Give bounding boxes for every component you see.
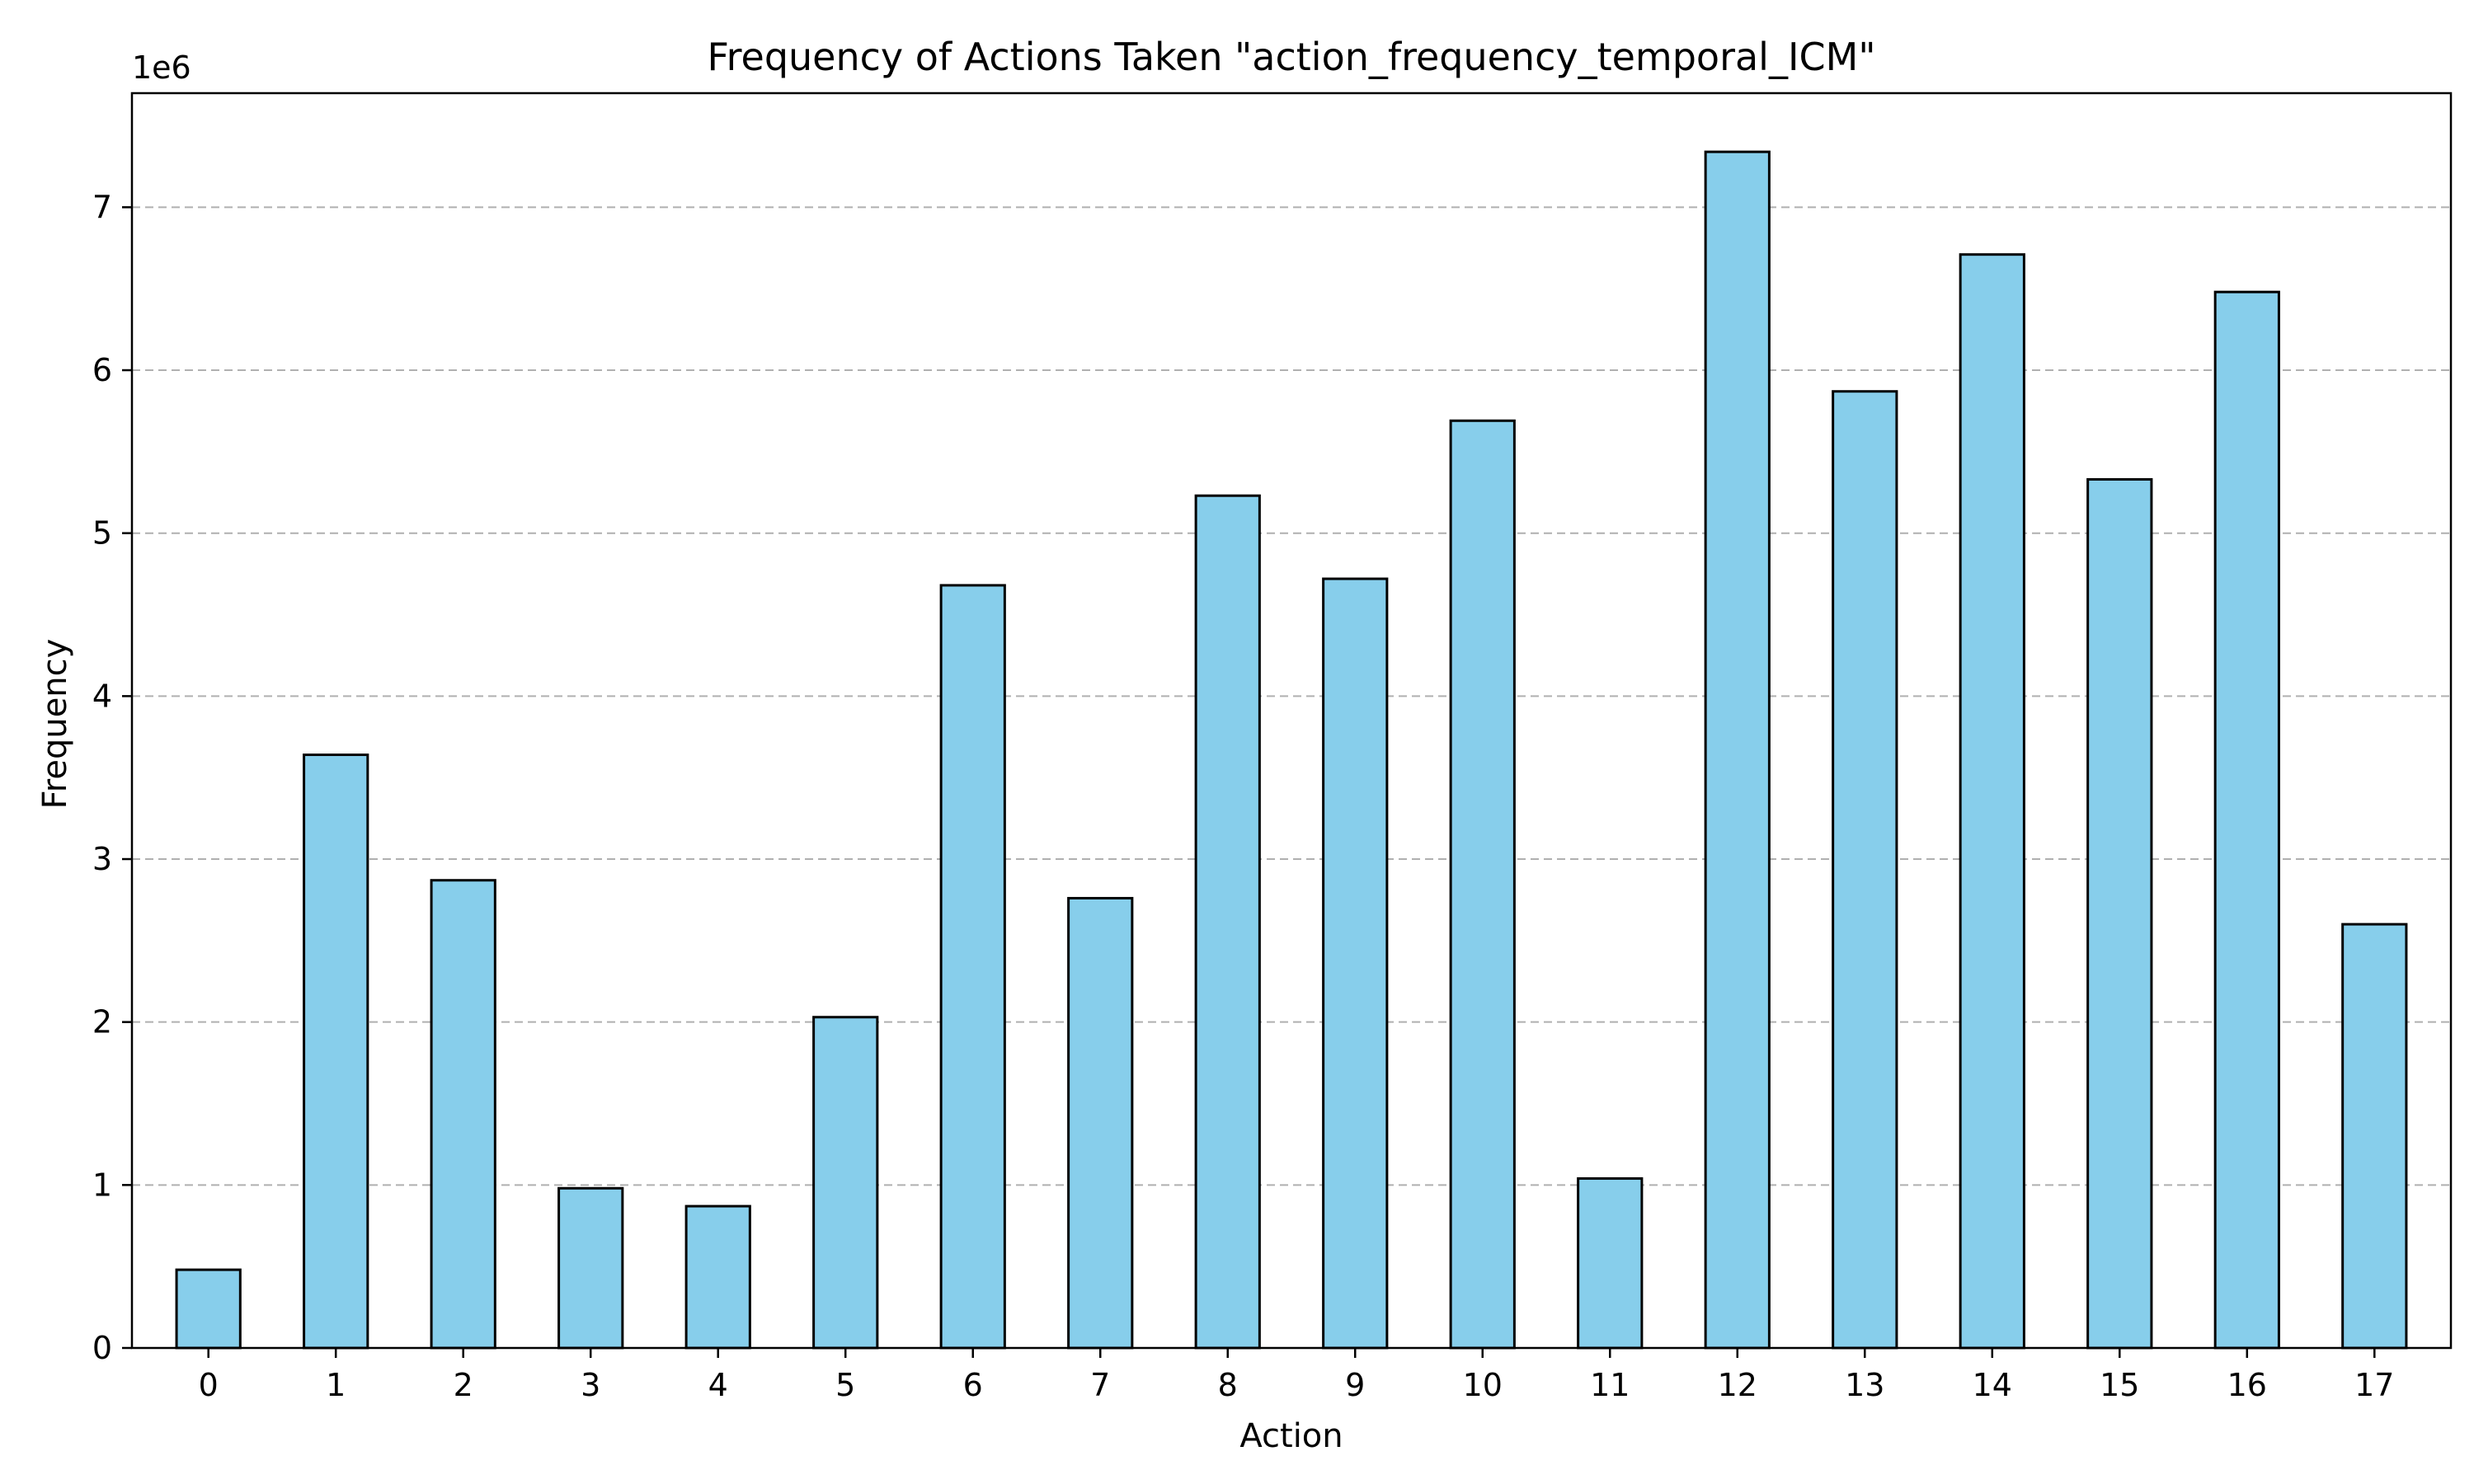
- y-axis-label: Frequency: [36, 639, 74, 810]
- bar-16: [2213, 290, 2280, 1350]
- y-tick-label: 6: [92, 352, 112, 388]
- bar-3: [557, 1186, 624, 1350]
- bar-4: [684, 1205, 751, 1350]
- y-axis-offset-label: 1e6: [132, 49, 191, 86]
- y-tick-label: 1: [92, 1167, 112, 1203]
- bar-13: [1832, 390, 1898, 1350]
- x-tick-label: 4: [708, 1367, 728, 1403]
- bar-11: [1577, 1176, 1644, 1350]
- bar-2: [430, 879, 496, 1350]
- bar-0: [175, 1268, 242, 1350]
- x-tick-label: 3: [581, 1367, 600, 1403]
- bar-1: [303, 754, 369, 1350]
- y-tick-label: 7: [92, 189, 112, 225]
- x-tick-label: 15: [2100, 1367, 2139, 1403]
- grid-lines: [132, 206, 2451, 1349]
- bars: [175, 150, 2408, 1350]
- x-tick-label: 2: [454, 1367, 473, 1403]
- y-tick-label: 3: [92, 841, 112, 877]
- bar-6: [939, 584, 1006, 1350]
- bar-9: [1322, 577, 1389, 1350]
- plot-frame: [130, 92, 2453, 1350]
- bar-7: [1067, 896, 1134, 1350]
- x-tick-label: 12: [1718, 1367, 1757, 1403]
- bar-15: [2086, 477, 2153, 1350]
- x-tick-label: 6: [963, 1367, 983, 1403]
- bar-14: [1959, 253, 2025, 1350]
- x-tick-label: 11: [1590, 1367, 1630, 1403]
- x-tick-label: 0: [199, 1367, 219, 1403]
- y-tick-label: 2: [92, 1004, 112, 1040]
- bar-12: [1704, 150, 1771, 1350]
- y-tick-label: 0: [92, 1330, 112, 1366]
- bar-17: [2341, 923, 2408, 1350]
- x-tick-label: 1: [326, 1367, 346, 1403]
- x-tick-label: 13: [1845, 1367, 1884, 1403]
- x-axis-label: Action: [1239, 1417, 1343, 1455]
- x-tick-label: 5: [835, 1367, 855, 1403]
- bar-10: [1449, 419, 1516, 1350]
- x-tick-label: 8: [1218, 1367, 1238, 1403]
- x-tick-label: 14: [1973, 1367, 2012, 1403]
- x-tick-label: 9: [1345, 1367, 1365, 1403]
- y-tick-label: 5: [92, 515, 112, 552]
- bar-5: [812, 1016, 879, 1350]
- x-tick-label: 10: [1463, 1367, 1503, 1403]
- x-tick-label: 17: [2354, 1367, 2394, 1403]
- chart-title: Frequency of Actions Taken "action_frequ…: [708, 35, 1876, 79]
- x-tick-label: 7: [1090, 1367, 1110, 1403]
- y-tick-label: 4: [92, 678, 112, 714]
- x-tick-label: 16: [2227, 1367, 2267, 1403]
- bar-8: [1194, 494, 1261, 1350]
